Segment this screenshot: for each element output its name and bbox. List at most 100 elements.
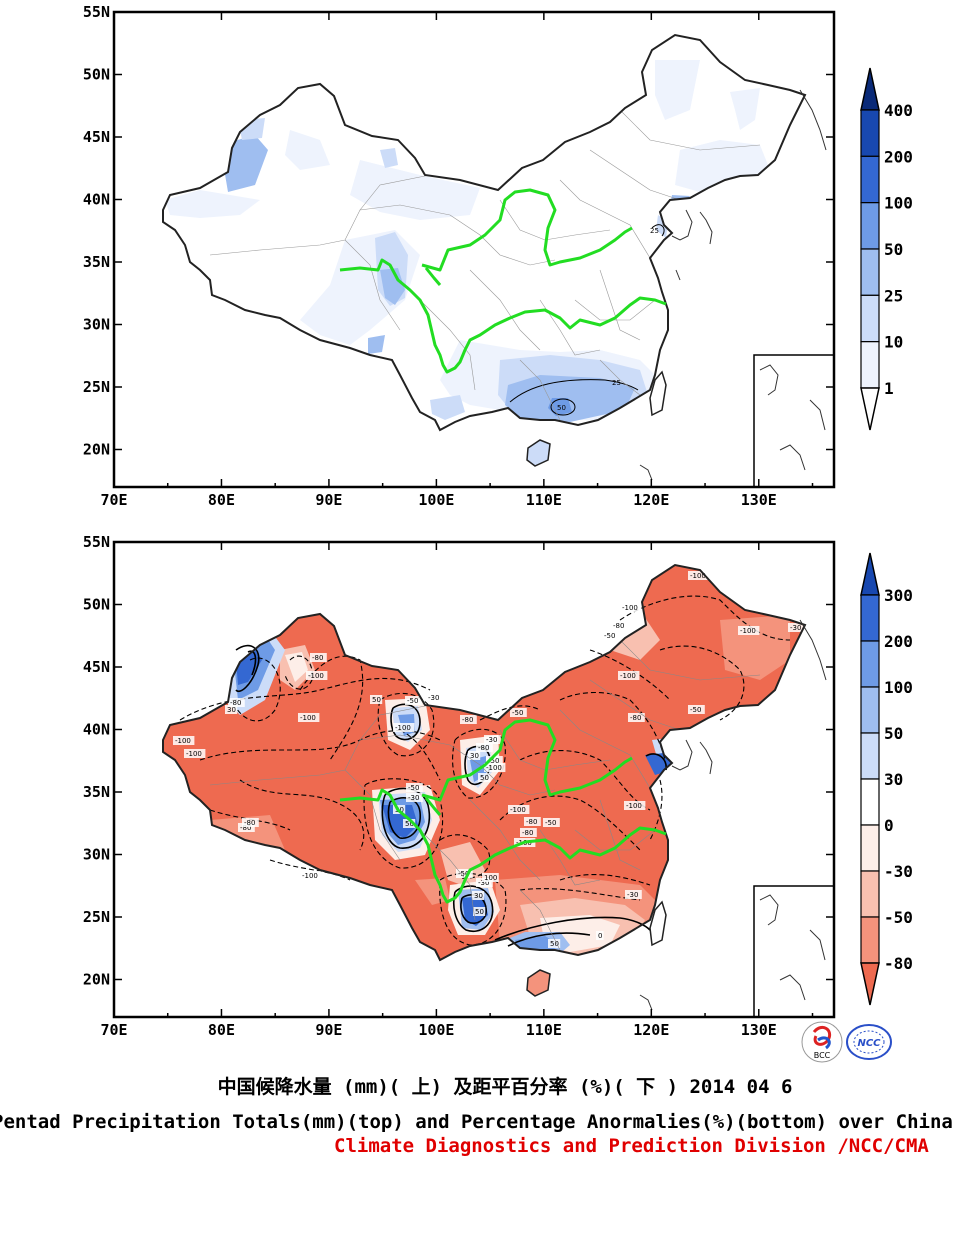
svg-text:30: 30 (227, 706, 236, 714)
bottom-lon-label: 90E (315, 1021, 342, 1039)
svg-text:-100: -100 (510, 806, 526, 814)
bottom-lon-label: 130E (741, 1021, 777, 1039)
svg-text:-80: -80 (630, 714, 641, 722)
anomaly-label: -80 (520, 828, 537, 837)
caption-chinese: 中国候降水量 (mm)( 上) 及距平百分率 (%)( 下 ) 2014 04 … (217, 1076, 793, 1098)
anomaly-label: -80 (310, 653, 327, 662)
top-colorbar-labels: 1 10 25 50 100 200 400 (884, 101, 913, 398)
svg-text:-100: -100 (302, 872, 318, 880)
svg-text:-30: -30 (478, 879, 489, 887)
bottom-colorbar: -80 -50 -30 0 30 50 100 200 300 (860, 552, 913, 1006)
caption-division: Climate Diagnostics and Prediction Divis… (334, 1135, 929, 1157)
bottom-lon-label: 100E (418, 1021, 454, 1039)
top-lat-label: 30N (83, 316, 110, 334)
anomaly-label: -30 (788, 623, 805, 632)
anomaly-label: -100 (298, 713, 320, 722)
anomaly-label: -100 (624, 801, 646, 810)
bottom-colorbar-label: 50 (884, 724, 903, 743)
anomaly-label: -30 (426, 693, 443, 702)
anomaly-label: 50 (478, 773, 491, 782)
anomaly-label: -30 (625, 890, 642, 899)
top-lon-label: 100E (418, 491, 454, 509)
top-colorbar-boxes (860, 67, 880, 431)
anomaly-label: -80 (628, 713, 645, 722)
svg-text:-100: -100 (620, 672, 636, 680)
top-colorbar-box (860, 294, 880, 343)
anomaly-label: -100 (184, 749, 206, 758)
anomaly-label: 0 (596, 931, 604, 940)
bottom-colorbar-labels: -80 -50 -30 0 30 50 100 200 300 (884, 586, 913, 973)
svg-text:30: 30 (474, 892, 483, 900)
top-lat-label: 25N (83, 378, 110, 396)
svg-text:30: 30 (470, 752, 479, 760)
top-colorbar-label: 50 (884, 240, 903, 259)
bottom-colorbar-label: 200 (884, 632, 913, 651)
bottom-colorbar-label: 100 (884, 678, 913, 697)
bottom-lon-label: 110E (526, 1021, 562, 1039)
top-axis-ticks (113, 11, 834, 487)
bottom-colorbar-box (860, 732, 880, 780)
bottom-colorbar-bottom-triangle (860, 962, 880, 1006)
anomaly-label: -80 (460, 715, 477, 724)
top-lon-label: 70E (100, 491, 127, 509)
bottom-map-frame (112, 540, 836, 1019)
anomaly-label: 50 (473, 907, 486, 916)
bottom-colorbar-label: -50 (884, 908, 913, 927)
top-colorbar-box (860, 109, 880, 157)
top-colorbar-label: 400 (884, 101, 913, 120)
anomaly-label: -80 (242, 818, 259, 827)
anomaly-label: -100 (688, 571, 710, 580)
svg-text:0: 0 (598, 932, 602, 940)
svg-text:25: 25 (612, 379, 621, 387)
svg-text:-80: -80 (244, 819, 255, 827)
anomaly-label: -50 (510, 708, 527, 717)
ncc-logo: NCC (846, 1024, 892, 1060)
anomaly-label: -80 (476, 743, 493, 752)
top-lon-labels: 70E 80E 90E 100E 110E 120E 130E (100, 491, 776, 509)
bottom-lat-label: 30N (83, 846, 110, 864)
svg-text:-80: -80 (462, 716, 473, 724)
inset-box (753, 354, 834, 487)
inset-box-bottom (753, 885, 834, 1017)
top-colorbar-label: 1 (884, 379, 894, 398)
bottom-lon-label: 80E (208, 1021, 235, 1039)
top-colorbar-label: 10 (884, 333, 903, 352)
svg-text:-30: -30 (408, 794, 419, 802)
anomaly-label: 30 (468, 751, 481, 760)
bottom-lat-label: 50N (83, 596, 110, 614)
svg-text:NCC: NCC (857, 1038, 881, 1049)
svg-text:-100: -100 (622, 604, 638, 612)
svg-text:-80: -80 (240, 824, 251, 832)
top-colorbar: 1 10 25 50 100 200 400 (860, 67, 913, 431)
top-colorbar-top-triangle (860, 67, 880, 111)
taiwan-hainan (526, 370, 667, 467)
anomaly-label: -100 (620, 603, 642, 612)
svg-text:-50: -50 (545, 819, 556, 827)
svg-text:50: 50 (405, 820, 414, 828)
svg-text:-80: -80 (526, 818, 537, 826)
top-colorbar-bottom-triangle (860, 387, 880, 431)
anomaly-label: -100 (508, 805, 530, 814)
rivers-bottom (339, 718, 667, 904)
anomaly-label: -50 (486, 756, 503, 765)
bottom-lat-labels: 55N 50N 45N 40N 35N 30N 25N 20N (83, 533, 110, 989)
anomaly-label: -50 (405, 696, 422, 705)
anomaly-label: -50 (688, 705, 705, 714)
top-lat-label: 50N (83, 66, 110, 84)
top-lon-label: 80E (208, 491, 235, 509)
bottom-lat-label: 55N (83, 533, 110, 551)
bottom-colorbar-label: -30 (884, 862, 913, 881)
anomaly-label: -100 (300, 871, 322, 880)
anomaly-label: -100 (173, 736, 195, 745)
top-lon-label: 120E (633, 491, 669, 509)
svg-text:-100: -100 (175, 737, 191, 745)
top-lat-label: 55N (83, 3, 110, 21)
anomaly-label: -50 (543, 818, 560, 827)
bcc-logo: BCC (801, 1021, 843, 1063)
top-map-panel: 25 50 25 (83, 3, 913, 509)
bottom-colorbar-label: 0 (884, 816, 894, 835)
bottom-colorbar-top-triangle (860, 552, 880, 596)
top-lon-label: 110E (526, 491, 562, 509)
svg-text:-30: -30 (486, 736, 497, 744)
bottom-axis-ticks (113, 541, 834, 1017)
